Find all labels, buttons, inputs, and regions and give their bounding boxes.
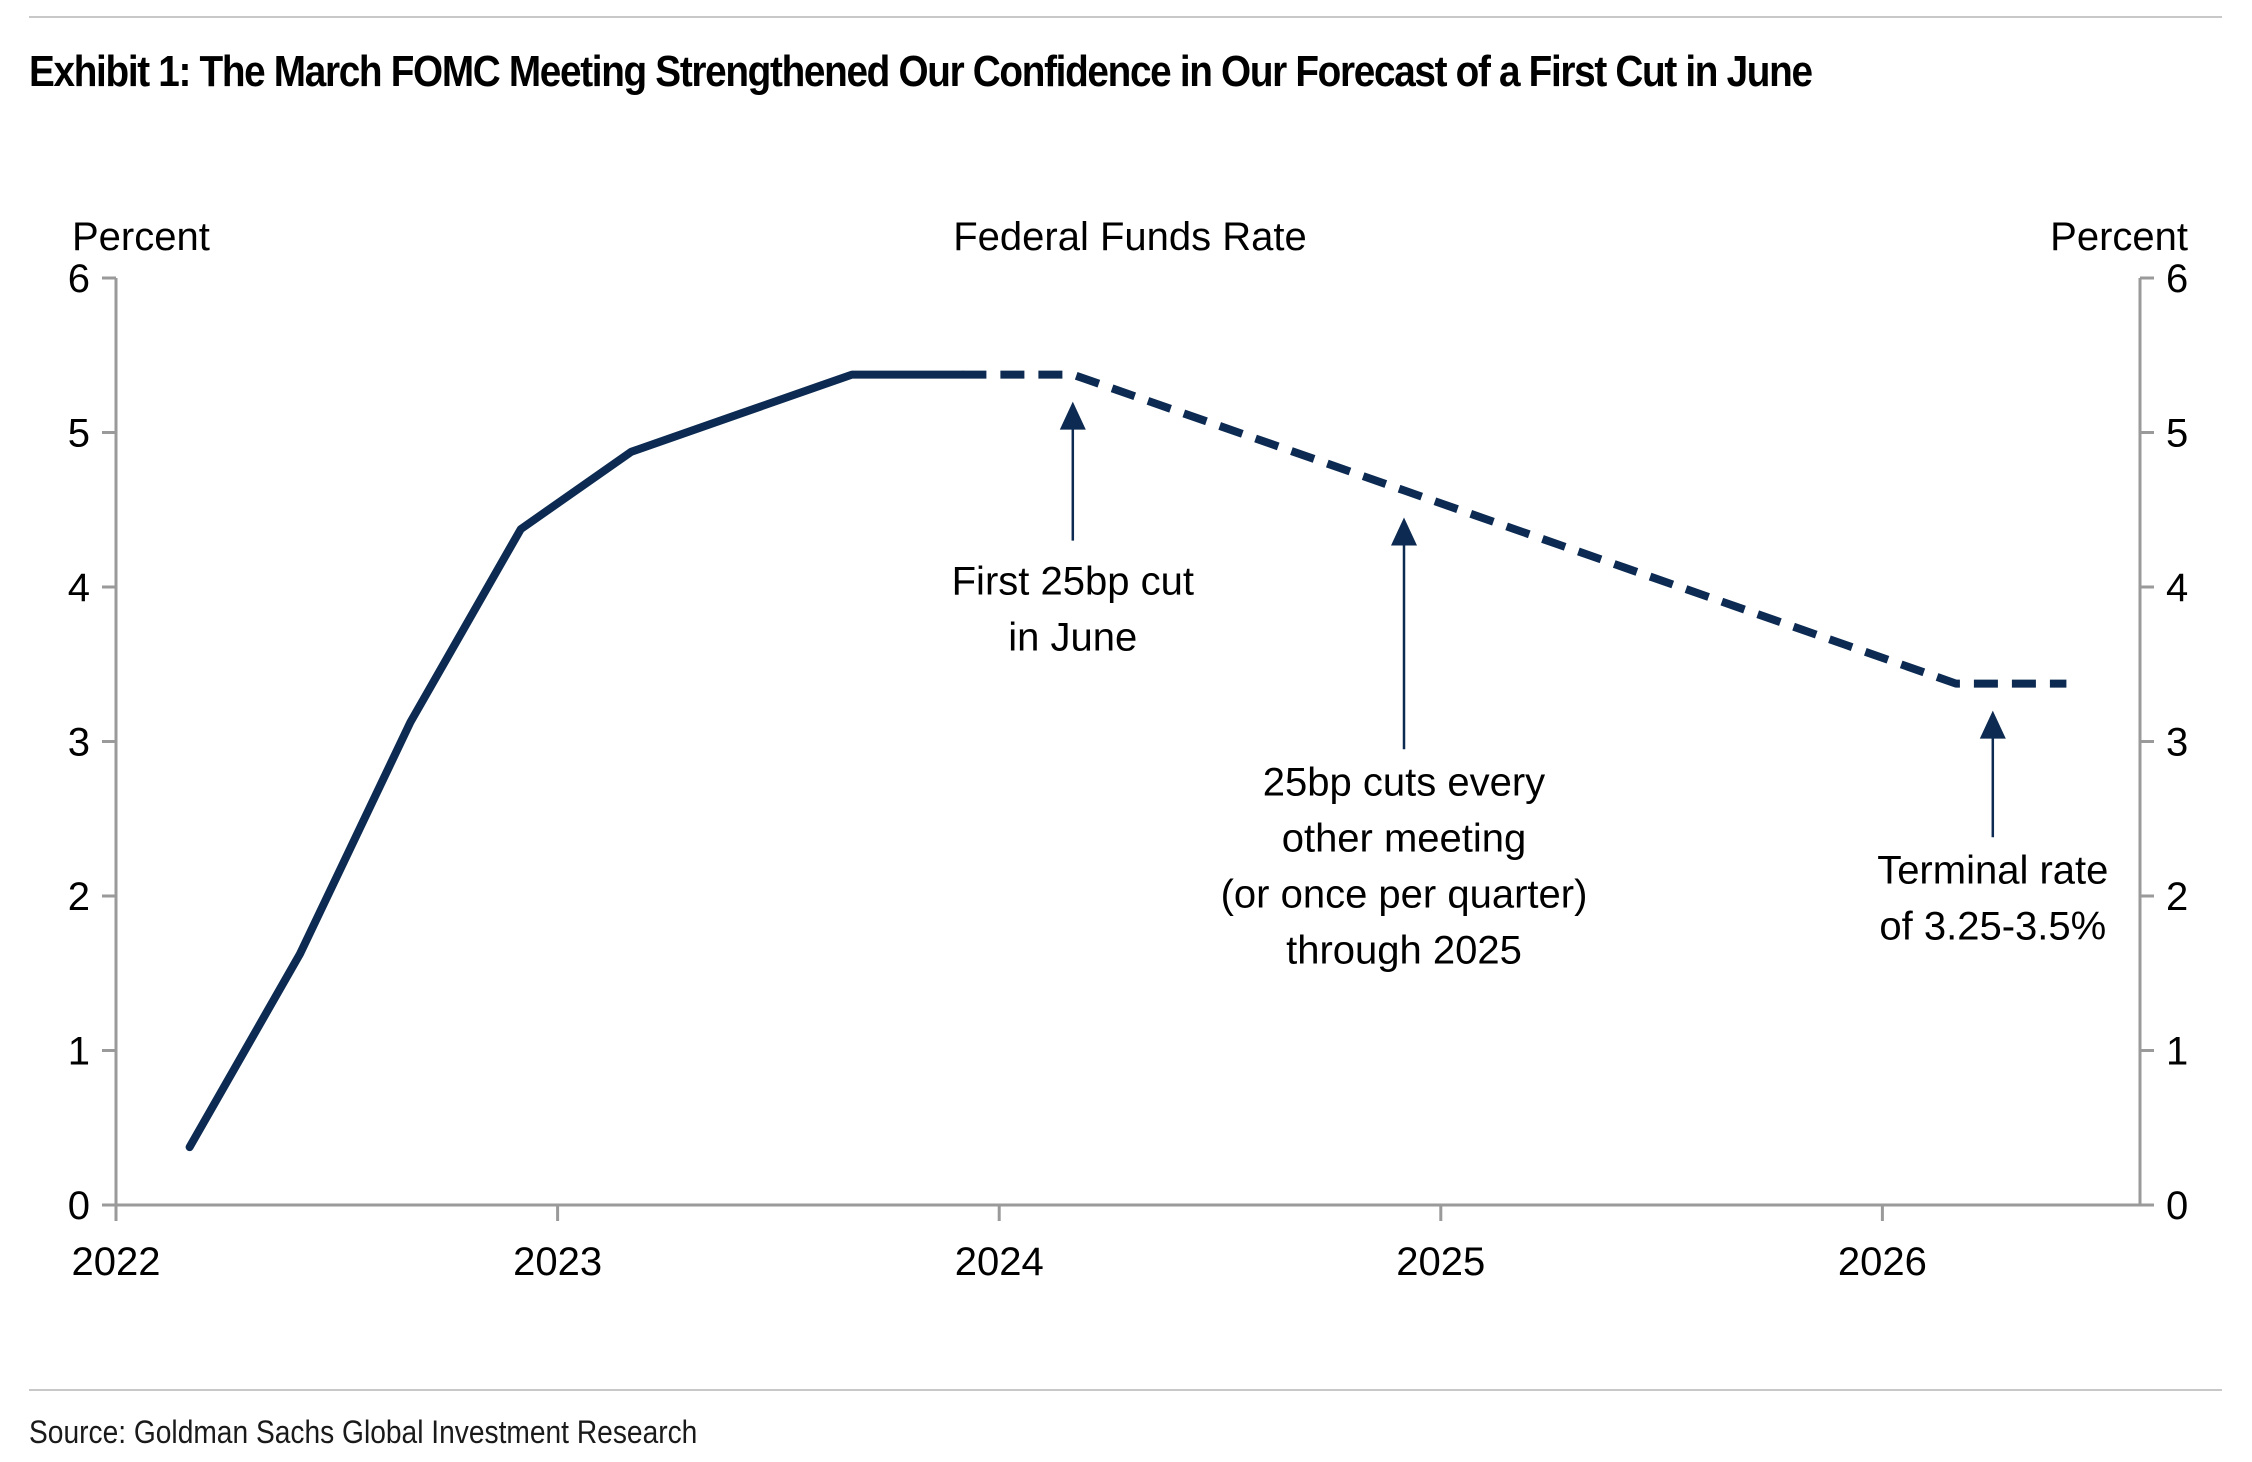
x-tick-label: 2026 [1838,1240,1927,1284]
y-tick-label-left: 1 [68,1030,90,1074]
exhibit-title: Exhibit 1: The March FOMC Meeting Streng… [29,47,1813,96]
annotation-arrow-head [1059,401,1086,430]
y-tick-label-left: 2 [68,875,90,919]
y-tick-label-right: 6 [2166,257,2188,301]
y-tick-label-left: 0 [68,1184,90,1228]
y-tick-label-right: 1 [2166,1030,2188,1074]
top-rule [29,16,2222,18]
source-note: Source: Goldman Sachs Global Investment … [29,1414,698,1450]
y-tick-label-left: 5 [68,412,90,456]
bottom-rule [29,1389,2222,1391]
forecast-line [962,370,2067,688]
annotation-text-first-cut: in June [1008,616,1137,660]
labels-layer: Percent Federal Funds Rate Percent [72,215,2188,259]
annotation-layer: First 25bp cut in June 25bp cuts every othe… [952,401,2108,973]
series-layer [185,370,2067,1152]
y-tick-label-right: 2 [2166,875,2188,919]
annotation-arrow-head [1979,710,2006,739]
y-tick-label-left: 4 [68,566,90,610]
y-axis-label-right: Percent [2050,215,2188,259]
y-tick-label-right: 0 [2166,1184,2188,1228]
x-tick-label: 2024 [955,1240,1044,1284]
y-tick-label-right: 3 [2166,721,2188,765]
axes-layer: 0 0 1 1 2 2 3 3 4 4 5 5 6 6 2022 2023 2024 2025 2026 [68,257,2189,1284]
annotation-arrow-head [1391,517,1417,546]
annotation-text-first-cut: First 25bp cut [952,560,1194,604]
x-tick-label: 2025 [1396,1240,1485,1284]
y-tick-label-left: 6 [68,257,90,301]
y-tick-label-right: 4 [2166,566,2188,610]
annotation-text-terminal-rate: Terminal rate [1877,849,2108,893]
annotation-text-terminal-rate: of 3.25-3.5% [1879,905,2106,949]
annotation-text-cuts-every-other: 25bp cuts every [1263,761,1545,805]
chart-title: Federal Funds Rate [953,215,1307,259]
y-axis-label-left: Percent [72,215,210,259]
x-tick-label: 2023 [513,1240,602,1284]
annotation-text-cuts-every-other: through 2025 [1286,929,1522,973]
y-tick-label-left: 3 [68,721,90,765]
y-tick-label-right: 5 [2166,412,2188,456]
x-tick-label: 2022 [72,1240,161,1284]
annotation-text-cuts-every-other: (or once per quarter) [1221,873,1588,917]
annotation-text-cuts-every-other: other meeting [1282,817,1527,861]
historical-line [185,370,967,1152]
